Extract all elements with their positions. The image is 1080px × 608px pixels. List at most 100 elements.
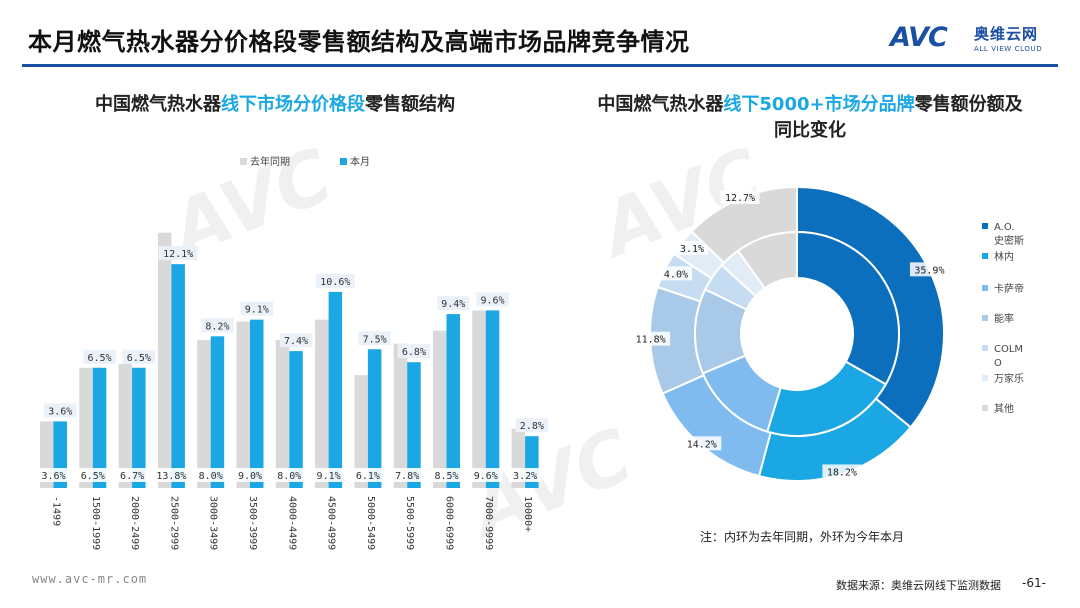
data-label-last-year: 9.6% xyxy=(474,471,498,482)
data-source: 数据来源：奥维云网线下监测数据 xyxy=(836,579,1001,592)
x-tick-label: 2000-2499 xyxy=(129,496,140,550)
bar-this-month xyxy=(328,291,343,488)
x-tick-label: 3500-3999 xyxy=(247,496,258,550)
legend-swatch xyxy=(982,315,988,321)
legend-label: 史密斯 xyxy=(994,234,1024,247)
bar-last-year xyxy=(118,364,133,488)
bar-last-year xyxy=(197,340,211,488)
page-header: 本月燃气热水器分价格段零售额结构及高端市场品牌竞争情况 AVC 奥维云网 ALL… xyxy=(0,0,1080,67)
bar-this-month xyxy=(367,349,382,488)
legend-swatch xyxy=(240,158,247,165)
data-label-bg xyxy=(279,333,313,348)
right-title-post: 零售额份额及同比变化 xyxy=(774,94,1023,141)
data-label-bg xyxy=(44,403,77,418)
data-label-this-month: 9.6% xyxy=(481,295,505,306)
slice-data-label: 18.2% xyxy=(827,467,857,478)
bar-last-year xyxy=(236,321,250,488)
data-label-last-year: 3.6% xyxy=(41,471,65,482)
logo-en-text: ALL VIEW CLOUD xyxy=(974,45,1043,53)
right-title-pre: 中国燃气热水器 xyxy=(597,94,724,115)
left-title-pre: 中国燃气热水器 xyxy=(95,94,221,115)
data-label-bg xyxy=(508,468,542,482)
x-tick-label: 2500-2999 xyxy=(168,496,179,550)
bar-this-month xyxy=(250,319,264,488)
data-label-bg xyxy=(476,292,509,307)
legend-label: 万家乐 xyxy=(994,372,1024,385)
data-label-this-month: 6.5% xyxy=(127,353,151,364)
bar-legend: 去年同期 本月 xyxy=(240,155,370,168)
data-label-this-month: 3.6% xyxy=(48,406,72,417)
x-tick-label: 4500-4999 xyxy=(326,496,337,550)
data-label-last-year: 3.2% xyxy=(513,471,537,482)
slice-data-label: 35.9% xyxy=(914,265,944,276)
bar-this-month xyxy=(171,264,185,488)
header-rule xyxy=(22,64,1058,67)
slice-label-bg xyxy=(720,190,760,205)
data-label-bg xyxy=(76,468,109,482)
right-title-highlight: 线下5000+市场分品牌 xyxy=(723,94,915,115)
x-tick-label: 3000-3499 xyxy=(208,496,219,550)
data-label-this-month: 6.5% xyxy=(88,353,112,364)
slice-label-bg xyxy=(675,240,709,255)
bar-this-month xyxy=(289,351,303,488)
bar-last-year xyxy=(275,340,290,488)
slice-data-label: 11.8% xyxy=(636,335,666,346)
x-tick-label: 4000-4499 xyxy=(286,496,297,550)
data-label-this-month: 10.6% xyxy=(320,277,350,288)
data-label-bg xyxy=(351,468,385,482)
legend-swatch xyxy=(982,253,988,259)
slice-label-bg xyxy=(909,262,949,277)
data-label-bg xyxy=(397,344,431,359)
avc-logo: AVC 奥维云网 ALL VIEW CLOUD xyxy=(890,22,1060,60)
data-label-last-year: 8.0% xyxy=(277,471,301,482)
legend-label: 林内 xyxy=(994,250,1014,263)
legend-label: 去年同期 xyxy=(250,155,290,168)
legend-label: COLM xyxy=(994,344,1023,355)
x-tick-label: 5000-5499 xyxy=(365,496,376,550)
inner-ring-slice xyxy=(796,230,900,386)
data-label-this-month: 2.8% xyxy=(520,421,544,432)
slice-data-label: 12.7% xyxy=(725,193,755,204)
data-label-bg xyxy=(194,468,227,482)
chart-note: 注：内环为去年同期，外环为今年本月 xyxy=(700,530,905,544)
legend-swatch xyxy=(982,285,988,291)
left-title-post: 零售额结构 xyxy=(365,94,455,115)
slice-data-label: 3.1% xyxy=(680,244,704,255)
bar-this-month xyxy=(485,310,500,488)
data-label-this-month: 12.1% xyxy=(163,249,193,260)
x-tick-label: 10000+ xyxy=(522,496,533,532)
legend-label: 本月 xyxy=(350,155,370,168)
data-label-bg xyxy=(437,296,470,311)
slice-label-bg xyxy=(822,464,862,479)
data-label-bg xyxy=(122,349,156,364)
data-label-last-year: 6.5% xyxy=(81,471,105,482)
page-title: 本月燃气热水器分价格段零售额结构及高端市场品牌竞争情况 xyxy=(28,28,690,56)
bar-last-year xyxy=(79,367,93,488)
legend-swatch xyxy=(982,375,988,381)
legend-swatch xyxy=(982,223,988,229)
data-label-bg xyxy=(201,318,234,333)
data-label-this-month: 9.1% xyxy=(245,305,269,316)
data-label-bg xyxy=(273,468,306,482)
legend-label: 其他 xyxy=(994,402,1014,415)
data-label-last-year: 13.8% xyxy=(156,471,186,482)
slice-data-label: 4.0% xyxy=(664,269,688,280)
slice-label-bg xyxy=(659,266,693,281)
data-label-last-year: 7.8% xyxy=(395,471,419,482)
data-label-bg xyxy=(151,468,191,482)
data-label-last-year: 9.0% xyxy=(238,471,262,482)
data-label-bg xyxy=(83,349,116,364)
legend-label: 能率 xyxy=(994,312,1014,325)
data-label-this-month: 6.8% xyxy=(402,347,426,358)
legend-swatch xyxy=(982,345,988,351)
data-label-bg xyxy=(312,468,345,482)
data-label-bg xyxy=(240,301,273,316)
bar-last-year xyxy=(157,232,172,488)
x-tick-label: 7000-9999 xyxy=(483,496,494,550)
slice-label-bg xyxy=(631,331,671,346)
data-label-bg xyxy=(233,468,267,482)
data-label-bg xyxy=(430,468,463,482)
data-label-bg xyxy=(315,273,355,288)
data-label-this-month: 8.2% xyxy=(205,321,229,332)
legend-label: 卡萨帝 xyxy=(994,282,1024,295)
